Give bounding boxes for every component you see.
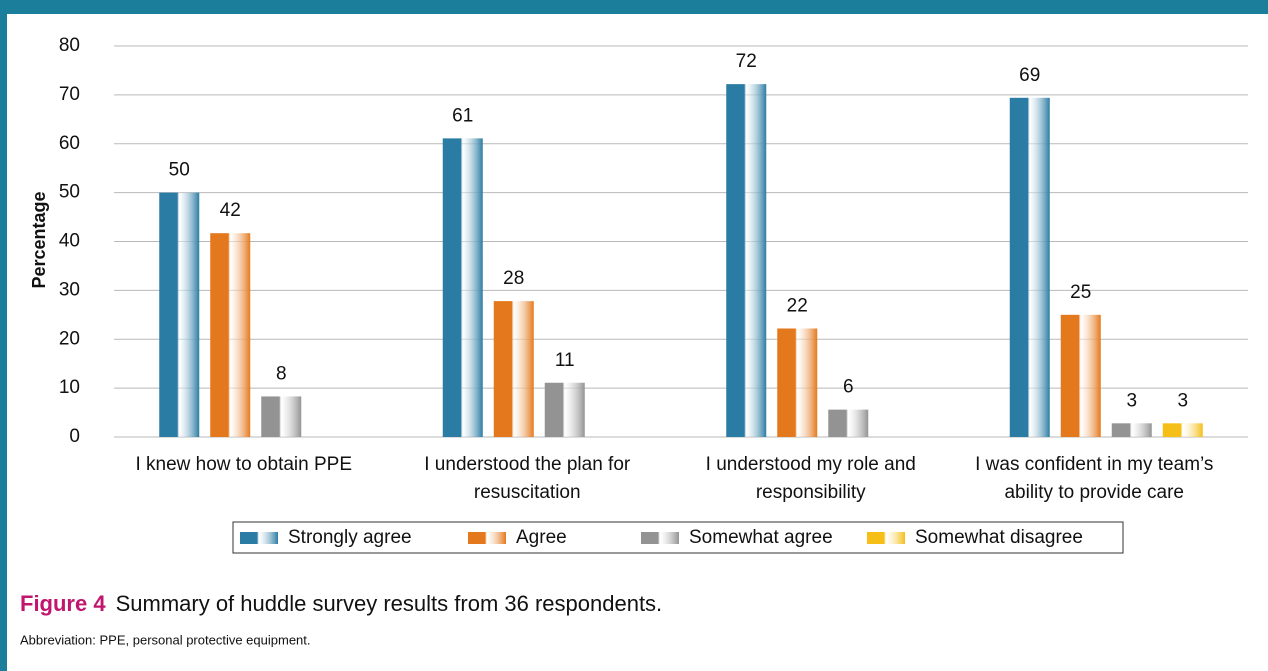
x-tick-label: I understood the plan for resuscitation — [424, 454, 631, 503]
legend-label: Agree — [516, 527, 567, 548]
figure-label: Figure 4 — [20, 591, 106, 616]
y-tick-label: 20 — [59, 328, 80, 349]
note: Abbreviation: PPE, personal protective e… — [20, 632, 311, 647]
value-label: 69 — [1019, 65, 1040, 86]
y-tick-label: 70 — [59, 84, 80, 105]
value-label: 61 — [452, 105, 473, 126]
frame-top — [0, 0, 1268, 14]
x-tick-line: responsibility — [756, 482, 866, 503]
value-label: 6 — [843, 377, 854, 398]
bar — [1009, 97, 1050, 438]
legend-swatch — [468, 532, 506, 544]
value-label: 8 — [276, 363, 287, 384]
y-axis-label: Percentage — [29, 191, 49, 288]
value-label: 22 — [787, 296, 808, 317]
x-tick-line: resuscitation — [474, 482, 581, 503]
x-tick-label: I understood my role and responsibility — [706, 454, 916, 503]
x-tick-line: I knew how to obtain PPE — [135, 454, 352, 475]
y-tick-label: 10 — [59, 377, 80, 398]
value-label: 25 — [1070, 282, 1091, 303]
bar — [442, 138, 483, 437]
x-tick-line: I understood my role and — [706, 454, 916, 475]
frame-left — [0, 0, 7, 671]
bar — [777, 328, 818, 437]
bar — [261, 396, 302, 437]
legend-swatch — [240, 532, 278, 544]
x-tick-line: I understood the plan for — [424, 454, 631, 475]
legend-swatch — [641, 532, 679, 544]
bar — [1111, 423, 1152, 437]
y-tick-label: 0 — [69, 426, 80, 447]
y-tick-label: 50 — [59, 182, 80, 203]
caption-text: Summary of huddle survey results from 36… — [116, 591, 663, 616]
bar — [726, 84, 767, 437]
bar — [210, 233, 251, 437]
x-tick-label: I was confident in my team’s ability to p… — [975, 454, 1213, 503]
value-label: 28 — [503, 268, 524, 289]
y-tick-label: 40 — [59, 231, 80, 252]
y-tick-label: 30 — [59, 279, 80, 300]
bar — [828, 409, 869, 437]
bar — [1162, 423, 1203, 437]
legend-label: Somewhat agree — [689, 527, 833, 548]
x-tick-line: ability to provide care — [1004, 482, 1184, 503]
bar — [1060, 314, 1101, 437]
x-tick-line: I was confident in my team’s — [975, 454, 1213, 475]
value-label: 3 — [1177, 390, 1188, 411]
y-tick-label: 60 — [59, 133, 80, 154]
legend-label: Strongly agree — [288, 527, 412, 548]
bar — [493, 301, 534, 437]
value-label: 72 — [736, 51, 757, 72]
value-label: 42 — [220, 200, 241, 221]
bar — [159, 192, 200, 437]
legend-swatch — [867, 532, 905, 544]
value-label: 3 — [1126, 390, 1137, 411]
y-tick-label: 80 — [59, 35, 80, 56]
value-label: 50 — [169, 160, 190, 181]
bar — [544, 382, 585, 437]
value-label: 11 — [555, 350, 575, 371]
legend-label: Somewhat disagree — [915, 527, 1083, 548]
caption: Figure 4 Summary of huddle survey results… — [20, 591, 662, 616]
x-tick-label: I knew how to obtain PPE — [135, 454, 352, 475]
